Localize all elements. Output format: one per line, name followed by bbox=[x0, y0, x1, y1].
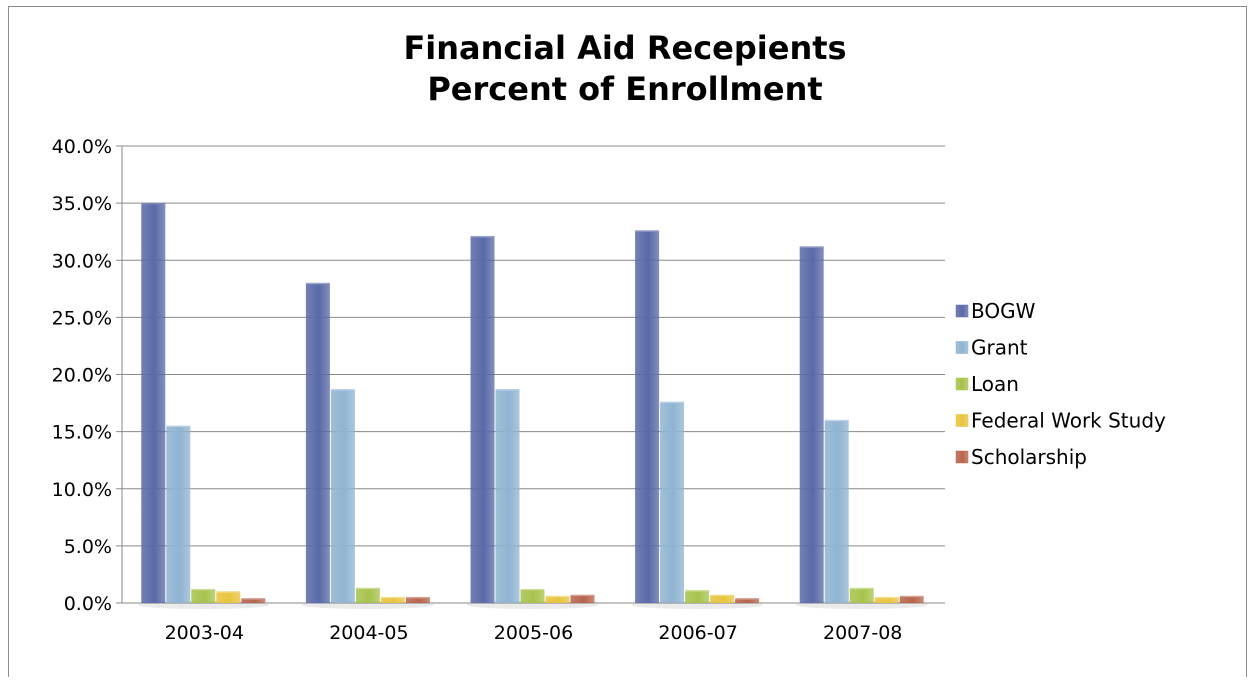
x-axis-ticks: 2003-04 2004-05 2005-06 2006-07 2007-08 bbox=[165, 622, 903, 644]
y-tick-label: 40.0% bbox=[52, 136, 112, 158]
y-tick-label: 20.0% bbox=[52, 365, 112, 387]
bar-loan-2003-04 bbox=[191, 590, 216, 603]
bar-bogw-2007-08 bbox=[799, 247, 824, 603]
chart-title: Financial Aid Recepients Percent of Enro… bbox=[0, 28, 1250, 110]
legend-swatch bbox=[955, 304, 969, 318]
legend-swatch bbox=[955, 341, 969, 354]
y-tick-label: 25.0% bbox=[52, 307, 112, 329]
bar-bogw-2003-04 bbox=[141, 204, 166, 603]
x-tick-label: 2006-07 bbox=[658, 622, 737, 644]
y-tick-label: 30.0% bbox=[52, 250, 112, 272]
chart-title-line-2: Percent of Enrollment bbox=[427, 70, 823, 108]
y-tick-label: 35.0% bbox=[52, 193, 112, 215]
y-axis-ticks: 0.0% 5.0% 10.0% 15.0% 20.0% 25.0% 30.0% 35.0% 40… bbox=[52, 136, 112, 615]
bar-federal-work-study-2005-06 bbox=[545, 597, 570, 603]
x-tick-label: 2003-04 bbox=[165, 622, 244, 644]
legend-swatch bbox=[955, 377, 969, 391]
bar-federal-work-study-2004-05 bbox=[380, 598, 405, 603]
bar-bogw-2005-06 bbox=[470, 237, 495, 603]
y-tick-label: 15.0% bbox=[52, 422, 112, 444]
bar-scholarship-2004-05 bbox=[405, 598, 430, 603]
legend-label: Grant bbox=[971, 336, 1028, 360]
bar-loan-2007-08 bbox=[849, 589, 874, 603]
bar-bogw-2004-05 bbox=[305, 284, 330, 603]
legend-label: Loan bbox=[971, 372, 1019, 396]
bar-federal-work-study-2007-08 bbox=[874, 598, 899, 603]
bar-federal-work-study-2006-07 bbox=[710, 596, 735, 603]
bar-grant-2003-04 bbox=[166, 427, 191, 603]
bar-grant-2006-07 bbox=[660, 403, 685, 603]
bar-scholarship-2007-08 bbox=[899, 597, 924, 603]
legend-label: BOGW bbox=[971, 299, 1036, 323]
legend-swatch bbox=[955, 414, 969, 427]
legend-label: Scholarship bbox=[971, 445, 1087, 469]
bar-grant-2004-05 bbox=[330, 390, 355, 603]
bar-loan-2005-06 bbox=[520, 590, 545, 603]
bars bbox=[137, 202, 928, 609]
bar-federal-work-study-2003-04 bbox=[216, 592, 241, 603]
bar-loan-2004-05 bbox=[355, 589, 380, 603]
y-tick-label: 0.0% bbox=[64, 593, 112, 615]
x-tick-label: 2004-05 bbox=[329, 622, 408, 644]
chart-title-line-1: Financial Aid Recepients bbox=[403, 29, 847, 67]
bar-grant-2007-08 bbox=[824, 421, 849, 603]
y-tick-label: 10.0% bbox=[52, 479, 112, 501]
bar-loan-2006-07 bbox=[685, 591, 710, 603]
bar-scholarship-2006-07 bbox=[735, 599, 760, 603]
legend-label: Federal Work Study bbox=[971, 409, 1166, 433]
x-tick-label: 2005-06 bbox=[494, 622, 573, 644]
bar-scholarship-2003-04 bbox=[241, 599, 266, 603]
legend: BOGW Grant Loan Federal Work Study Scholarsh… bbox=[955, 299, 1166, 469]
y-tick-label: 5.0% bbox=[64, 536, 112, 558]
chart-frame bbox=[8, 6, 1247, 677]
legend-swatch bbox=[955, 450, 969, 464]
x-tick-label: 2007-08 bbox=[823, 622, 902, 644]
bar-bogw-2006-07 bbox=[635, 231, 660, 603]
bar-grant-2005-06 bbox=[495, 390, 520, 603]
bar-scholarship-2005-06 bbox=[570, 596, 595, 603]
